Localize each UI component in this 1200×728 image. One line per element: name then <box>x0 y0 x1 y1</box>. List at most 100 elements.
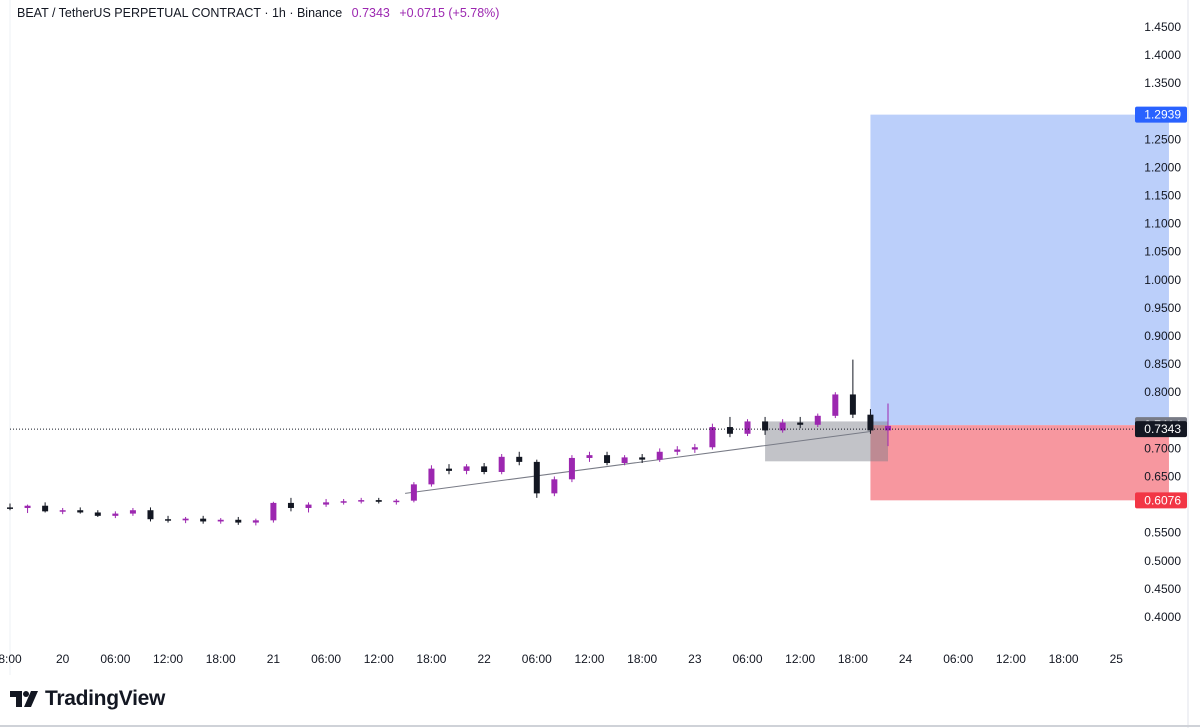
price-tick-label: 1.2000 <box>1144 160 1181 174</box>
candle <box>200 515 207 524</box>
price-tick-label: 1.1000 <box>1144 217 1181 231</box>
candle <box>568 455 575 483</box>
price-tick-label: 0.8000 <box>1144 385 1181 399</box>
trendline[interactable] <box>405 431 871 494</box>
candle-body <box>709 427 716 448</box>
candle <box>182 516 189 524</box>
interval-label[interactable]: 1h <box>271 6 286 20</box>
candle-body <box>498 456 505 473</box>
candle-body <box>797 422 804 425</box>
time-tick-label: 25 <box>1110 652 1124 666</box>
price-tick-label: 1.2500 <box>1144 132 1181 146</box>
time-tick-label: 18:00 <box>627 652 657 666</box>
candle-body <box>656 451 663 460</box>
exchange-label: Binance <box>296 6 343 20</box>
candle <box>42 502 49 513</box>
time-axis[interactable]: 8:00 20 06:00 12:00 18:00 21 06:00 12:00 18:00 22… <box>0 652 1123 666</box>
candle <box>814 413 821 428</box>
candle <box>129 507 136 516</box>
candle-body <box>463 466 470 471</box>
candle-body <box>393 500 400 503</box>
price-tick-label: 0.5500 <box>1144 526 1181 540</box>
candle-body <box>147 510 154 520</box>
candle <box>7 503 13 511</box>
time-tick-label: 12:00 <box>996 652 1026 666</box>
candle-body <box>270 502 277 521</box>
target-price-label-bg <box>1135 106 1187 123</box>
candle <box>621 455 628 466</box>
candle <box>428 465 435 487</box>
candle-body <box>551 479 558 494</box>
candle-body <box>814 415 821 425</box>
symbol-name[interactable]: BEAT / TetherUS PERPETUAL CONTRACT <box>17 6 261 20</box>
candle-body <box>77 510 84 513</box>
candle-body <box>832 394 839 416</box>
time-tick-label: 18:00 <box>206 652 236 666</box>
candle <box>217 518 224 524</box>
entry-price-label[interactable]: 0.7343 <box>1144 422 1181 436</box>
candle-body <box>586 455 593 458</box>
time-tick-label: 18:00 <box>838 652 868 666</box>
candle-body <box>375 500 382 502</box>
candle-body <box>252 520 259 523</box>
candle-body <box>744 421 751 434</box>
candle <box>305 502 312 513</box>
price-tick-label: 0.9500 <box>1144 301 1181 315</box>
candle <box>94 510 101 517</box>
time-tick-label: 06:00 <box>311 652 341 666</box>
stop-zone[interactable] <box>870 425 1169 501</box>
candle <box>112 511 119 519</box>
time-tick-label: 24 <box>899 652 913 666</box>
target-zone[interactable] <box>870 114 1169 426</box>
header-change: +0.0715 (+5.78%) <box>399 6 500 20</box>
candle <box>252 518 259 526</box>
candle-body <box>410 484 417 501</box>
candle-body <box>726 427 733 434</box>
time-tick-label: 06:00 <box>100 652 130 666</box>
price-tick-label: 0.6500 <box>1144 470 1181 484</box>
candle-body <box>165 519 172 521</box>
time-tick-label: 8:00 <box>0 652 22 666</box>
candle-body <box>200 518 207 522</box>
candle-body <box>287 502 294 508</box>
candle <box>481 463 488 475</box>
candle <box>463 464 470 475</box>
candle <box>832 392 839 419</box>
candle <box>287 497 294 512</box>
price-axis[interactable]: 1.4500 1.4000 1.3500 1.2500 1.2000 1.1500 1.10… <box>1135 20 1187 624</box>
candle-body <box>42 505 49 512</box>
candle-body <box>516 456 523 462</box>
price-tick-label: 0.8500 <box>1144 357 1181 371</box>
price-tick-label: 1.0000 <box>1144 273 1181 287</box>
price-tick-label: 1.4500 <box>1144 20 1181 34</box>
candle <box>446 464 452 475</box>
price-tick-label: 0.5000 <box>1144 554 1181 568</box>
candle <box>375 497 382 504</box>
candle <box>849 359 856 419</box>
candle-body <box>340 501 347 503</box>
candle <box>656 448 663 462</box>
candle <box>410 482 417 503</box>
candle <box>551 476 558 497</box>
price-tick-label: 0.7000 <box>1144 441 1181 455</box>
time-tick-label: 06:00 <box>733 652 763 666</box>
price-tick-label: 1.3500 <box>1144 76 1181 90</box>
price-tick-label: 1.4000 <box>1144 48 1181 62</box>
target-price-label[interactable]: 1.2939 <box>1144 108 1181 122</box>
stop-price-label[interactable]: 0.6076 <box>1144 493 1181 507</box>
time-tick-label: 12:00 <box>364 652 394 666</box>
candle-body <box>358 500 365 502</box>
position-zones[interactable] <box>870 114 1169 501</box>
price-tick-label: 0.4000 <box>1144 610 1181 624</box>
candle <box>533 459 540 498</box>
candle <box>235 516 242 525</box>
tradingview-logo-text: TradingView <box>45 687 166 710</box>
tradingview-logo[interactable]: TradingView <box>10 687 165 711</box>
candle-body <box>24 505 31 508</box>
time-tick-label: 20 <box>56 652 70 666</box>
time-tick-label: 18:00 <box>1049 652 1079 666</box>
candle-body <box>568 457 575 480</box>
price-tick-label: 1.0500 <box>1144 245 1181 259</box>
candle <box>59 507 66 515</box>
